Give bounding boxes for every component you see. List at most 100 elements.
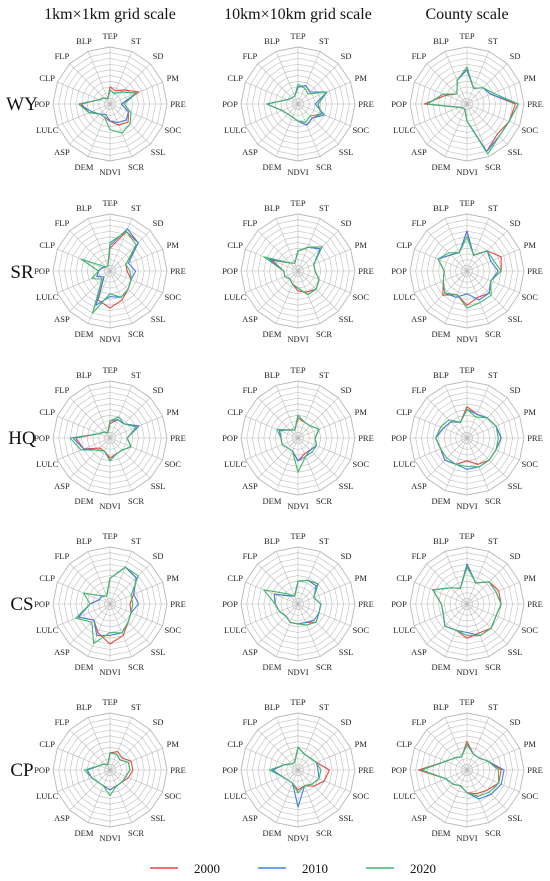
grid-spoke	[414, 248, 468, 272]
axis-label-ndvi: NDVI	[287, 833, 308, 843]
grid-spoke	[109, 769, 133, 823]
axis-label-lulc: LULC	[393, 459, 416, 469]
grid-spoke	[297, 51, 321, 105]
grid-spoke	[414, 769, 468, 793]
radar-panel-sr-0: TEP ST SD PM PRE SOC SSL SCR NDVI DEM ASP LULC POP CL…	[34, 198, 186, 344]
grid-spoke	[426, 230, 468, 272]
grid-spoke	[257, 103, 299, 145]
axis-label-dem: DEM	[263, 496, 282, 506]
axis-label-lulc: LULC	[393, 791, 416, 801]
grid-spoke	[297, 270, 351, 294]
series-2020-hq-2	[435, 408, 499, 468]
axis-label-clp: CLP	[39, 407, 55, 417]
axis-label-lulc: LULC	[224, 459, 247, 469]
axis-label-soc: SOC	[522, 791, 539, 801]
axis-label-blp: BLP	[76, 370, 92, 380]
grid-spoke	[109, 103, 133, 157]
grid-spoke	[87, 103, 111, 157]
axis-label-lulc: LULC	[36, 292, 59, 302]
axis-label-st: ST	[488, 203, 499, 213]
axis-label-st: ST	[319, 203, 330, 213]
axis-label-soc: SOC	[165, 791, 182, 801]
axis-label-flp: FLP	[412, 717, 427, 727]
axis-label-ssl: SSL	[339, 314, 354, 324]
axis-label-pop: POP	[222, 433, 238, 443]
axis-label-sd: SD	[510, 51, 521, 61]
grid-spoke	[109, 717, 133, 771]
grid-spoke	[109, 270, 163, 294]
grid-spoke	[426, 769, 468, 811]
axis-label-pm: PM	[167, 739, 180, 749]
axis-label-sd: SD	[341, 551, 352, 561]
axis-label-asp: ASP	[411, 314, 427, 324]
axis-label-ssl: SSL	[151, 481, 166, 491]
axis-label-ndvi: NDVI	[287, 167, 308, 177]
axis-label-ssl: SSL	[339, 481, 354, 491]
grid-spoke	[257, 63, 299, 105]
axis-label-asp: ASP	[411, 647, 427, 657]
axis-label-blp: BLP	[76, 203, 92, 213]
axis-label-ssl: SSL	[151, 813, 166, 823]
axis-label-asp: ASP	[54, 813, 70, 823]
grid-spoke	[69, 397, 111, 439]
grid-spoke	[275, 769, 299, 823]
grid-spoke	[245, 270, 299, 294]
axis-label-pre: PRE	[170, 599, 186, 609]
grid-spoke	[466, 603, 508, 645]
axis-label-pre: PRE	[170, 99, 186, 109]
grid-spoke	[275, 603, 299, 657]
grid-spoke	[297, 581, 351, 605]
grid-spoke	[414, 747, 468, 771]
series-2020-sr-1	[263, 246, 323, 296]
axis-label-blp: BLP	[264, 36, 280, 46]
grid-spoke	[297, 437, 339, 479]
axis-label-dem: DEM	[432, 662, 451, 672]
radar-panel-hq-0: TEP ST SD PM PRE SOC SSL SCR NDVI DEM ASP LULC POP CL…	[34, 365, 186, 511]
grid-spoke	[57, 603, 111, 627]
grid-spoke	[245, 603, 299, 627]
axis-label-pop: POP	[34, 599, 50, 609]
grid-spoke	[109, 397, 151, 439]
radar-panel-wy-0: TEP ST SD PM PRE SOC SSL SCR NDVI DEM ASP LULC POP CL…	[34, 31, 186, 177]
series-2020-hq-0	[69, 416, 137, 462]
axis-label-clp: CLP	[227, 240, 243, 250]
legend-label-2000: 2000	[194, 861, 220, 876]
grid-spoke	[87, 603, 111, 657]
axis-label-lulc: LULC	[393, 292, 416, 302]
grid-spoke	[466, 103, 520, 127]
grid-spoke	[297, 218, 321, 272]
grid-spoke	[245, 81, 299, 105]
grid-spoke	[444, 103, 468, 157]
grid-spoke	[109, 437, 133, 491]
grid-spoke	[444, 51, 468, 105]
axis-label-pop: POP	[391, 266, 407, 276]
grid-spoke	[297, 270, 339, 312]
axis-label-blp: BLP	[76, 536, 92, 546]
row-label-cs: CS	[10, 594, 33, 615]
grid-spoke	[245, 581, 299, 605]
grid-spoke	[109, 385, 133, 439]
grid-spoke	[109, 603, 133, 657]
axis-label-sd: SD	[341, 717, 352, 727]
radar-panel-cs-1: TEP ST SD PM PRE SOC SSL SCR NDVI DEM ASP LULC POP CL…	[222, 531, 374, 677]
axis-label-sd: SD	[510, 218, 521, 228]
axis-label-tep: TEP	[102, 531, 117, 541]
axis-label-soc: SOC	[522, 459, 539, 469]
axis-label-pm: PM	[355, 573, 368, 583]
axis-label-sd: SD	[510, 717, 521, 727]
grid-spoke	[466, 551, 490, 605]
series-2020-cp-2	[420, 743, 500, 797]
axis-label-blp: BLP	[433, 702, 449, 712]
radar-panel-hq-2: TEP ST SD PM PRE SOC SSL SCR NDVI DEM ASP LULC POP CL…	[391, 365, 543, 511]
grid-spoke	[297, 63, 339, 105]
grid-spoke	[426, 563, 468, 605]
grid-spoke	[426, 270, 468, 312]
grid-spoke	[414, 81, 468, 105]
grid-spoke	[109, 551, 133, 605]
grid-spoke	[297, 103, 339, 145]
axis-label-blp: BLP	[433, 370, 449, 380]
axis-label-pop: POP	[222, 765, 238, 775]
grid-spoke	[109, 603, 163, 627]
axis-label-pop: POP	[222, 266, 238, 276]
grid-spoke	[257, 563, 299, 605]
